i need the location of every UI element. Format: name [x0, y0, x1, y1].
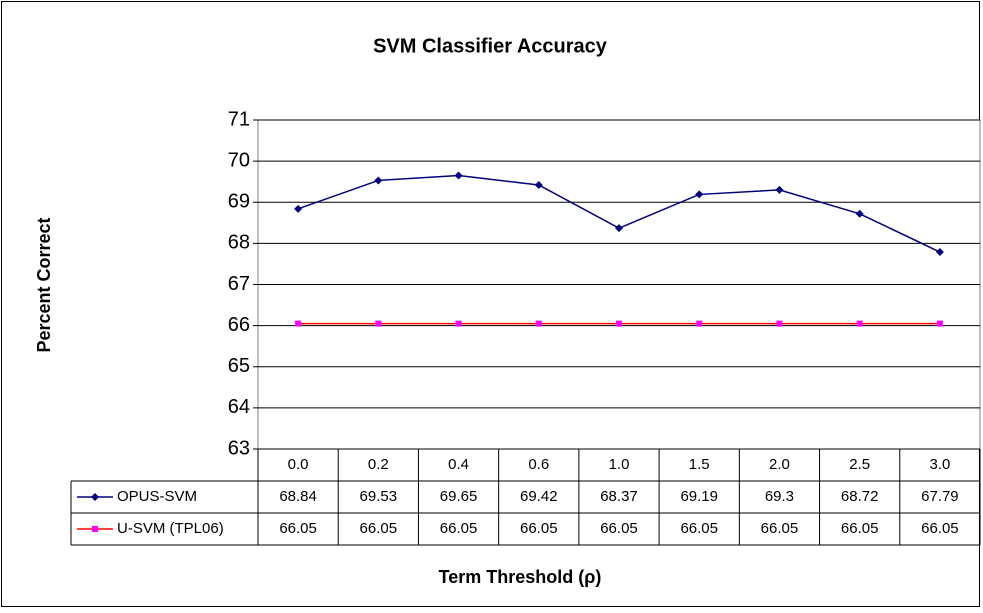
x-tick-label: 1.5: [689, 456, 710, 473]
table-value: 66.05: [279, 520, 317, 537]
marker: [92, 526, 98, 532]
marker: [294, 204, 303, 213]
marker: [534, 180, 543, 189]
table-value: 66.05: [761, 520, 799, 537]
table-value: 68.84: [279, 488, 317, 505]
x-axis-title: Term Threshold (ρ): [439, 567, 602, 587]
table-value: 66.05: [360, 520, 398, 537]
table-value: 66.05: [680, 520, 718, 537]
chart-title: SVM Classifier Accuracy: [373, 35, 608, 57]
marker: [695, 190, 704, 199]
y-tick-label: 70: [228, 149, 250, 171]
table-value: 68.37: [600, 488, 638, 505]
table-value: 66.05: [440, 520, 478, 537]
y-tick-label: 65: [228, 355, 250, 377]
x-tick-label: 3.0: [929, 456, 950, 473]
marker: [91, 493, 99, 501]
x-tick-label: 0.4: [448, 456, 469, 473]
table-value: 66.05: [520, 520, 558, 537]
marker: [936, 320, 943, 327]
y-tick-label: 71: [228, 108, 250, 130]
y-axis-title: Percent Correct: [34, 217, 54, 352]
marker: [295, 320, 302, 327]
y-tick-label: 69: [228, 191, 250, 213]
x-tick-label: 0.2: [368, 456, 389, 473]
y-tick-label: 63: [228, 437, 250, 459]
marker: [535, 320, 542, 327]
table-value: 66.05: [841, 520, 879, 537]
marker: [855, 209, 864, 218]
x-tick-label: 1.0: [609, 456, 630, 473]
marker: [776, 320, 783, 327]
table-value: 69.53: [360, 488, 398, 505]
table-value: 67.79: [921, 488, 959, 505]
table-value: 69.42: [520, 488, 558, 505]
table-value: 69.65: [440, 488, 478, 505]
marker: [615, 224, 623, 233]
marker: [696, 320, 703, 327]
y-tick-label: 66: [228, 314, 250, 336]
y-tick-label: 64: [228, 396, 250, 418]
y-tick-label: 67: [228, 273, 250, 295]
marker: [454, 171, 463, 180]
table-value: 69.19: [680, 488, 718, 505]
y-tick-label: 68: [228, 232, 250, 254]
x-tick-label: 0.0: [288, 456, 309, 473]
table-value: 69.3: [765, 488, 794, 505]
table-value: 66.05: [600, 520, 638, 537]
marker: [856, 320, 863, 327]
marker: [616, 320, 622, 327]
marker: [455, 320, 462, 327]
marker: [935, 248, 944, 257]
marker: [374, 176, 383, 185]
legend-label: OPUS-SVM: [117, 488, 197, 505]
legend-label: U-SVM (TPL06): [117, 520, 224, 537]
table-value: 68.72: [841, 488, 879, 505]
table-value: 66.05: [921, 520, 959, 537]
x-tick-label: 2.0: [769, 456, 790, 473]
x-tick-label: 2.5: [849, 456, 870, 473]
x-tick-label: 0.6: [528, 456, 549, 473]
marker: [775, 185, 784, 194]
marker: [375, 320, 382, 327]
